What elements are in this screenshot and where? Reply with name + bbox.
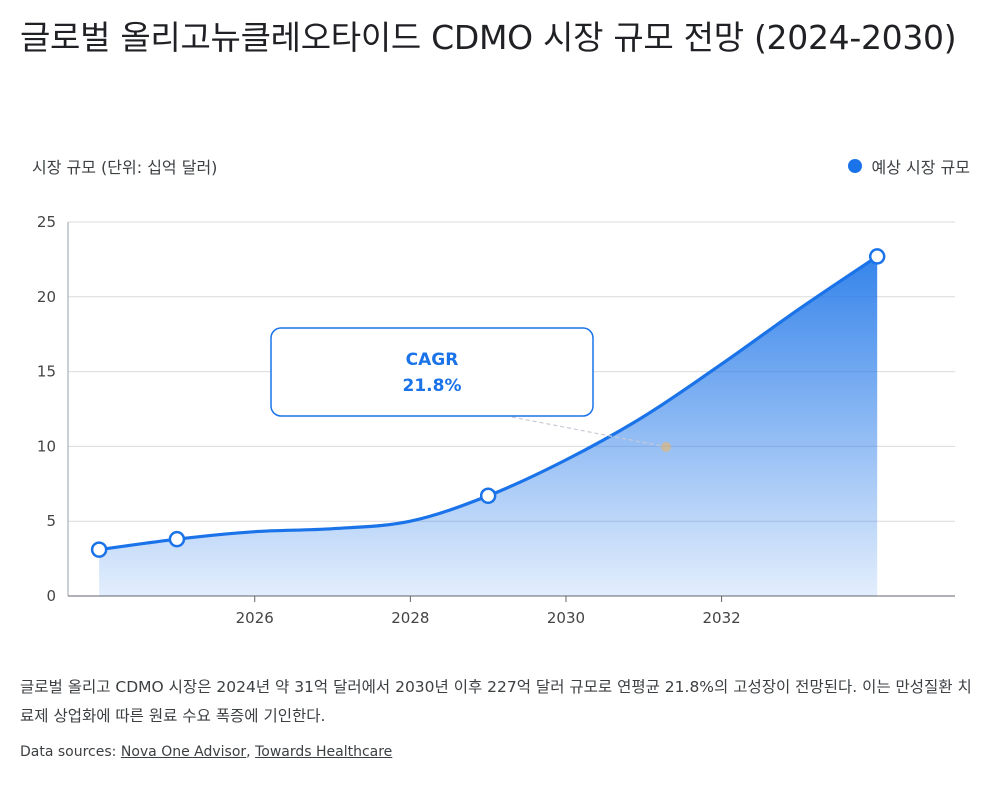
callout-connector-line [511,416,663,447]
callout-anchor-dot [661,442,671,452]
series-line [97,254,879,552]
y-tick-label-20: 20 [37,288,56,306]
area-chart: 0 5 10 15 20 25 2026 2028 2030 2032 CAGR 21.8% [37,213,955,627]
callout-label: CAGR [406,350,459,370]
source-link-nova-one-advisor[interactable]: Nova One Advisor [120,744,247,760]
chart-title: 글로벌 올리고뉴클레오타이드 CDMO 시장 규모 전망 (2024-2030) [20,18,957,57]
x-tick-label-2026: 2026 [236,609,274,627]
y-tick-label-25: 25 [37,213,56,231]
legend: 예상 시장 규모 [847,154,971,178]
x-tick-label-2030: 2030 [547,609,585,627]
series-area-fill [99,256,878,596]
y-tick-label-5: 5 [46,512,56,530]
data-point-2025 [168,530,186,548]
source-link-towards-healthcare[interactable]: Towards Healthcare [255,744,393,760]
series-layer [90,248,886,596]
sources-separator: , [246,744,256,760]
data-sources: Data sources: Nova One Advisor, Towards … [20,744,392,760]
y-axis-ticks: 0 5 10 15 20 25 [37,213,56,605]
data-point-2024 [90,541,108,558]
chart-description: 글로벌 올리고 CDMO 시장은 2024년 약 31억 달러에서 2030년 … [20,678,972,725]
sources-prefix: Data sources: [20,744,121,760]
legend-label: 예상 시장 규모 [871,158,971,177]
data-point-2034 [868,248,886,265]
y-tick-label-15: 15 [37,363,56,381]
legend-dot-icon [847,159,862,173]
data-point-2029 [479,487,497,505]
y-tick-label-10: 10 [37,437,56,455]
callout-value: 21.8% [403,376,462,396]
callout-box [270,327,594,417]
y-tick-label-0: 0 [46,587,56,605]
cagr-callout: CAGR 21.8% [270,327,671,452]
x-axis-ticks: 2026 2028 2030 2032 [236,609,741,627]
x-tick-label-2028: 2028 [391,609,429,627]
y-axis-unit-label: 시장 규모 (단위: 십억 달러) [32,158,218,177]
x-tick-label-2032: 2032 [702,609,740,627]
